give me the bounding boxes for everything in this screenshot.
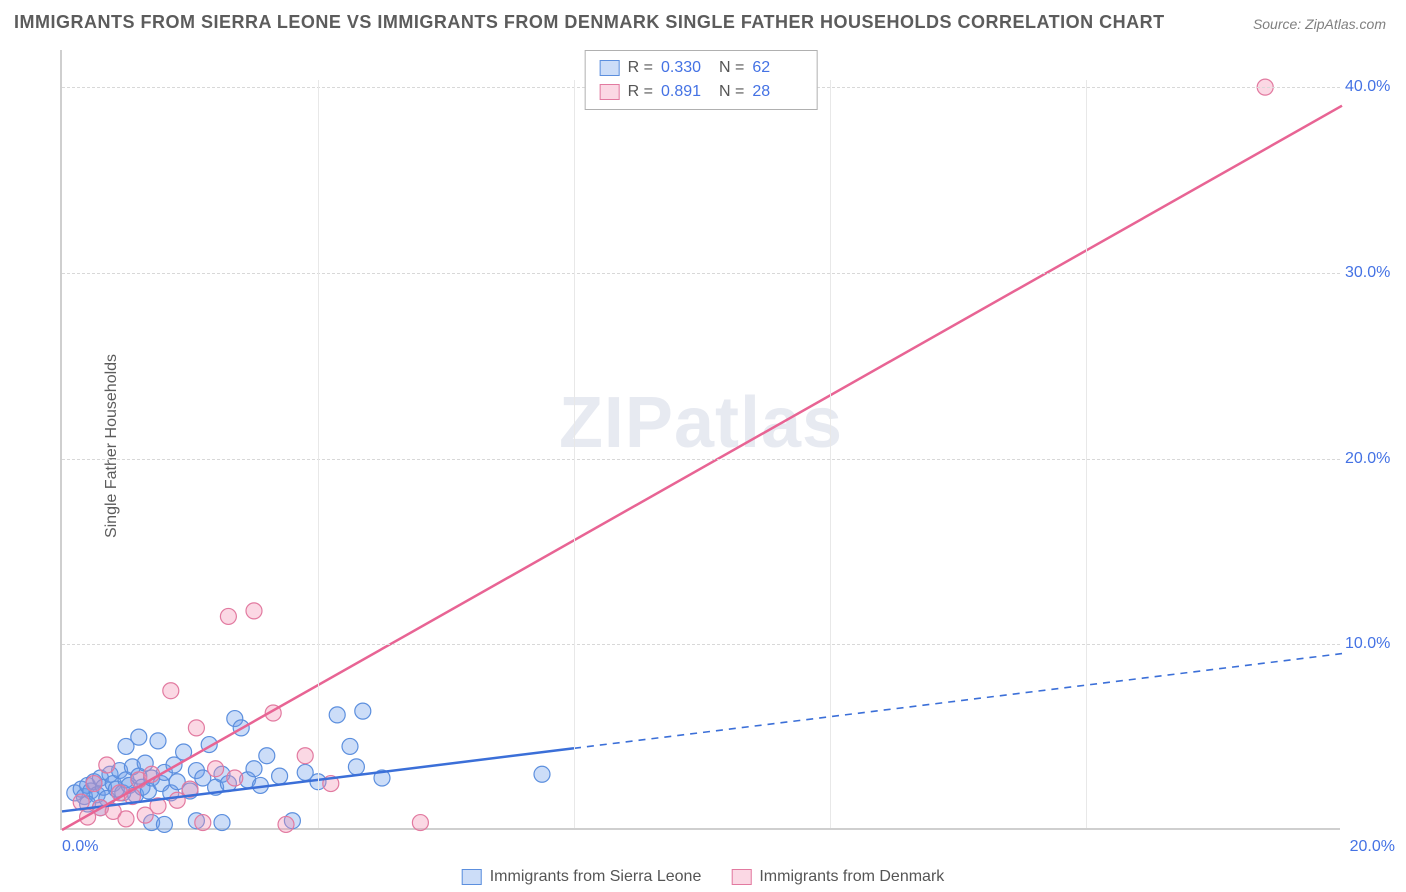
legend-label: Immigrants from Sierra Leone [490,868,702,886]
legend-item: Immigrants from Sierra Leone [462,868,702,886]
scatter-point [329,707,345,723]
legend-n-label: N = [719,80,744,104]
legend-correlation: R = 0.330 N = 62 R = 0.891 N = 28 [585,50,818,110]
legend-r-label: R = [628,80,653,104]
y-tick-label: 40.0% [1345,78,1400,96]
scatter-point [118,811,134,827]
y-tick-label: 20.0% [1345,450,1400,468]
legend-swatch [600,84,620,100]
trend-line [62,106,1342,830]
legend-r-label: R = [628,56,653,80]
legend-label: Immigrants from Denmark [759,868,944,886]
scatter-point [246,761,262,777]
scatter-point [195,815,211,831]
scatter-point [86,776,102,792]
gridline-vertical [1086,80,1087,828]
scatter-point [412,815,428,831]
legend-n-label: N = [719,56,744,80]
y-tick-label: 30.0% [1345,264,1400,282]
scatter-point [272,768,288,784]
legend-r-value: 0.891 [661,80,711,104]
scatter-point [169,792,185,808]
legend-n-value: 28 [752,80,802,104]
scatter-point [246,603,262,619]
scatter-point [188,720,204,736]
gridline-horizontal [62,644,1340,645]
scatter-point [150,733,166,749]
legend-swatch [600,60,620,76]
scatter-point [163,683,179,699]
chart-title: IMMIGRANTS FROM SIERRA LEONE VS IMMIGRAN… [14,12,1165,33]
gridline-horizontal [62,459,1340,460]
legend-r-value: 0.330 [661,56,711,80]
chart-svg [62,50,1340,828]
scatter-point [297,748,313,764]
gridline-vertical [830,80,831,828]
scatter-point [259,748,275,764]
x-tick-label: 20.0% [1350,838,1395,856]
x-tick-label: 0.0% [62,838,98,856]
scatter-point [355,703,371,719]
scatter-point [131,729,147,745]
gridline-horizontal [62,273,1340,274]
legend-item: Immigrants from Denmark [731,868,944,886]
scatter-point [214,815,230,831]
chart-plot-area: ZIPatlas R =0.330N =62R =0.891N =28 10.0… [60,50,1340,830]
legend-swatch [731,869,751,885]
legend-swatch [462,869,482,885]
scatter-point [220,608,236,624]
scatter-point [227,770,243,786]
legend-n-value: 62 [752,56,802,80]
scatter-point [99,757,115,773]
scatter-point [156,816,172,832]
scatter-point [342,738,358,754]
trend-line-extrapolated [574,654,1342,749]
scatter-point [534,766,550,782]
y-tick-label: 10.0% [1345,635,1400,653]
scatter-point [348,759,364,775]
legend-series: Immigrants from Sierra Leone Immigrants f… [462,868,945,886]
gridline-vertical [574,80,575,828]
source-attribution: Source: ZipAtlas.com [1253,16,1386,32]
legend-row: R = 0.891 N = 28 [600,80,803,104]
legend-row: R = 0.330 N = 62 [600,56,803,80]
gridline-vertical [318,80,319,828]
scatter-point [208,761,224,777]
scatter-point [278,816,294,832]
